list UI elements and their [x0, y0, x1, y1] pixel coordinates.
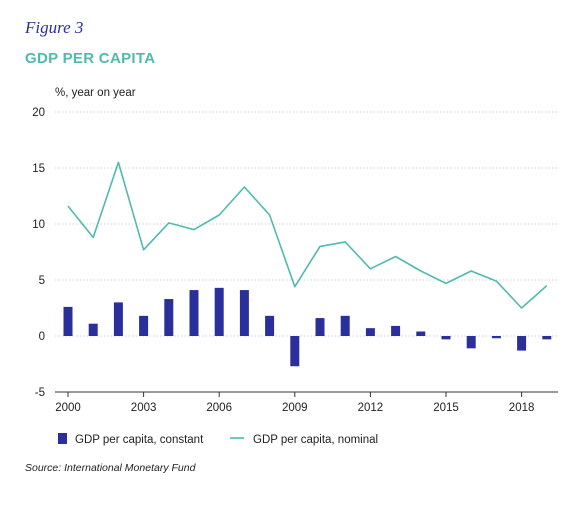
- bar: [441, 336, 451, 340]
- x-tick-label: 2012: [358, 402, 384, 414]
- line-series-nominal: [67, 161, 548, 309]
- x-tick-label: 2006: [206, 402, 232, 414]
- y-tick-labels: 20 15 10 5 0 -5: [32, 107, 45, 399]
- gridlines: [55, 111, 558, 393]
- source-note: Source: International Monetary Fund: [25, 462, 196, 474]
- bar: [416, 331, 426, 336]
- legend-label-constant: GDP per capita, constant: [75, 434, 204, 446]
- bar: [466, 336, 476, 349]
- y-tick-label: 20: [32, 107, 45, 119]
- bar: [88, 323, 98, 336]
- x-tick-label: 2015: [433, 402, 459, 414]
- x-tick-label: 2003: [131, 402, 157, 414]
- legend-label-nominal: GDP per capita, nominal: [253, 434, 378, 446]
- bar-series-constant: [63, 287, 552, 367]
- bar: [340, 315, 350, 336]
- bar: [542, 336, 552, 340]
- legend-swatch-constant: [58, 433, 67, 444]
- bar: [491, 336, 501, 339]
- bar: [214, 287, 224, 336]
- bar: [391, 325, 401, 336]
- x-tick-label: 2000: [55, 402, 81, 414]
- bar: [164, 299, 174, 336]
- y-tick-label: 0: [39, 331, 45, 343]
- x-tick-label: 2018: [509, 402, 535, 414]
- bar: [139, 315, 149, 336]
- chart-title: GDP PER CAPITA: [25, 50, 156, 67]
- bar: [113, 302, 123, 336]
- bar: [63, 306, 73, 336]
- x-tick-label: 2009: [282, 402, 308, 414]
- legend: GDP per capita, constant GDP per capita,…: [58, 433, 378, 446]
- bar: [315, 318, 325, 336]
- bar: [365, 328, 375, 336]
- x-axis: 2000 2003 2006 2009 2012 2015 2018: [55, 391, 558, 414]
- bar: [189, 290, 199, 336]
- figure-label: Figure 3: [25, 18, 84, 37]
- bar: [239, 290, 249, 336]
- y-tick-label: 5: [39, 275, 45, 287]
- y-axis-label: %, year on year: [55, 87, 136, 99]
- bar: [290, 336, 300, 367]
- y-tick-label: 15: [32, 163, 45, 175]
- y-tick-label: -5: [35, 387, 45, 399]
- y-tick-label: 10: [32, 219, 45, 231]
- bar: [265, 315, 275, 336]
- bar: [517, 336, 527, 351]
